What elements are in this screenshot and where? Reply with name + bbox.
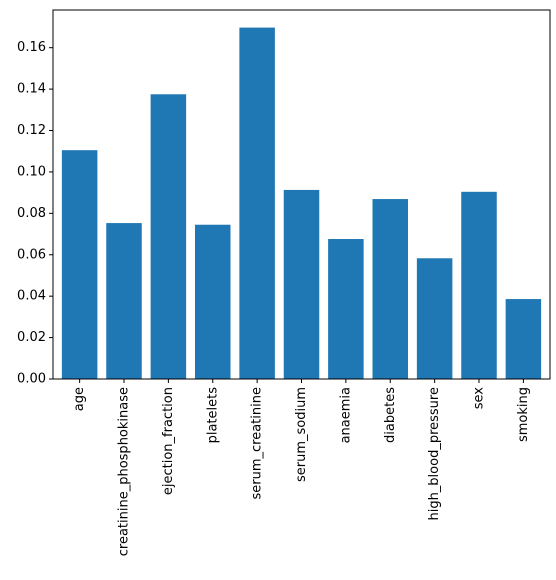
bar-platelets: [195, 224, 231, 379]
bar-serum_sodium: [283, 189, 320, 379]
x-tick-label-platelets: platelets: [205, 387, 220, 444]
y-tick-label: 0.10: [17, 164, 46, 179]
bar-age: [61, 150, 98, 379]
y-tick-label: 0.16: [17, 40, 46, 55]
x-tick-label-age: age: [72, 387, 87, 411]
y-tick-label: 0.14: [17, 82, 46, 97]
x-axis: age creatinine_phosphokinase ejection_frac…: [72, 379, 531, 556]
x-tick-label-creatinine_phosphokinase: creatinine_phosphokinase: [117, 387, 132, 556]
y-tick-label: 0.12: [17, 123, 46, 138]
x-tick-label-serum_creatinine: serum_creatinine: [250, 387, 265, 500]
x-tick-label-diabetes: diabetes: [383, 387, 398, 443]
bar-high_blood_pressure: [416, 258, 453, 379]
y-tick-label: 0.06: [17, 247, 46, 262]
x-tick-label-high_blood_pressure: high_blood_pressure: [427, 387, 442, 521]
bar-anaemia: [328, 239, 364, 379]
bar-sex: [461, 191, 497, 379]
x-tick-label-smoking: smoking: [516, 387, 531, 442]
bars-group: [61, 27, 542, 379]
x-tick-label-anaemia: anaemia: [338, 387, 353, 443]
y-axis: 0.00 0.02 0.04 0.06 0.08 0.10 0.12 0.14 0.16: [17, 40, 53, 387]
bar-serum_creatinine: [239, 27, 275, 379]
x-tick-label-serum_sodium: serum_sodium: [294, 387, 309, 482]
y-tick-label: 0.02: [17, 330, 46, 345]
plot-frame: [52, 9, 551, 380]
bar-diabetes: [372, 199, 408, 379]
x-tick-label-ejection_fraction: ejection_fraction: [161, 387, 176, 495]
bar-ejection_fraction: [150, 94, 187, 379]
x-tick-label-sex: sex: [472, 387, 487, 410]
bar-creatinine_phosphokinase: [106, 223, 142, 379]
bar-smoking: [505, 299, 542, 379]
y-tick-label: 0.04: [17, 289, 46, 304]
y-tick-label: 0.00: [17, 372, 46, 387]
y-tick-label: 0.08: [17, 206, 46, 221]
